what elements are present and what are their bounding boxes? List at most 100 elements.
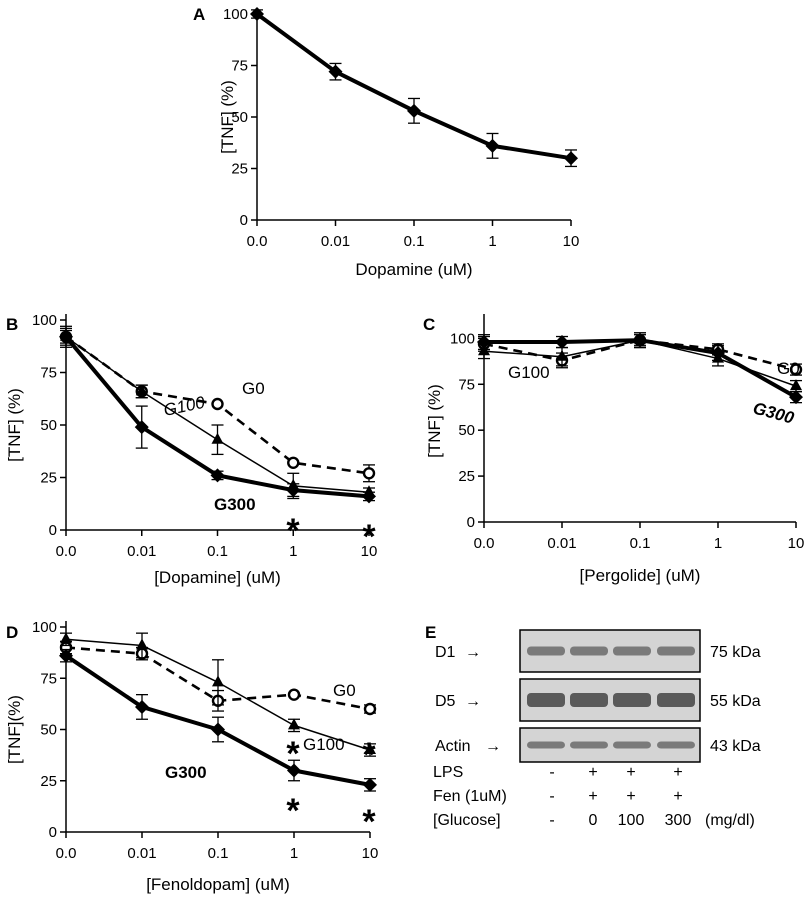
blot-row-actin: Actin → 43 kDa [435, 727, 761, 763]
blot-size-label: 43 kDa [710, 738, 761, 755]
data-point [134, 420, 149, 435]
significance-star: * [286, 792, 300, 830]
series-g300 [477, 333, 803, 405]
blot-band [527, 646, 565, 656]
panel-c: C 0 25 50 75 100 0.0 0.01 0.1 1 10 [Pergolide] (uM)… [423, 314, 804, 585]
panel-letter: A [193, 5, 205, 24]
blot-band [657, 646, 695, 656]
blot-band [570, 741, 608, 749]
x-tick-label: 0.01 [547, 535, 576, 552]
panel-letter: C [423, 315, 435, 334]
blot-protein-label: Actin [435, 738, 471, 755]
condition-value: + [673, 764, 682, 781]
panel-letter: D [6, 623, 18, 642]
series-label: G100 [508, 363, 550, 382]
x-tick-label: 10 [361, 543, 378, 560]
series-label: G0 [333, 681, 356, 700]
y-tick-label: 50 [231, 109, 248, 126]
arrow-icon: → [465, 644, 481, 661]
significance-star: * [362, 803, 376, 841]
y-tick-label: 100 [450, 330, 475, 347]
blot-band [657, 693, 695, 707]
blot-band [527, 693, 565, 707]
series-line [255, 12, 572, 161]
data-point [364, 743, 376, 754]
x-tick-label: 0.0 [56, 845, 77, 862]
data-point [211, 397, 224, 411]
data-point [287, 688, 301, 701]
blot-size-label: 75 kDa [710, 644, 761, 661]
x-axis-title: Dopamine (uM) [355, 260, 472, 279]
significance-star: * [286, 735, 300, 773]
data-point [288, 718, 300, 730]
data-point [60, 632, 72, 644]
arrow-icon: → [465, 693, 481, 710]
arrow-icon: → [485, 738, 501, 755]
x-axis-title: [Fenoldopam] (uM) [146, 875, 290, 894]
series-label: G300 [751, 399, 797, 428]
series-label: G300 [165, 763, 207, 782]
y-tick-label: 50 [40, 417, 57, 434]
data-point [250, 7, 264, 21]
x-axis-title: [Dopamine] (uM) [154, 568, 281, 587]
blot-row-d5: D5 → 55 kDa [435, 678, 761, 722]
series-g100 [60, 632, 376, 757]
blot-band [570, 693, 608, 707]
x-tick-label: 1 [488, 233, 496, 250]
blot-band [657, 741, 695, 749]
y-tick-label: 75 [458, 376, 475, 393]
blot-row-d1: D1 → 75 kDa [435, 629, 761, 673]
blot-band [570, 646, 608, 656]
y-tick-label: 0 [49, 824, 57, 841]
data-point [328, 64, 343, 79]
y-tick-label: 100 [223, 6, 248, 23]
condition-value: 0 [589, 812, 598, 829]
condition-value: + [588, 764, 597, 781]
significance-star: * [362, 736, 376, 774]
data-point [363, 777, 377, 792]
data-point [407, 103, 421, 118]
data-point [564, 151, 578, 166]
panel-d: D 0 25 50 75 100 0.0 0.01 0.1 1 10 [Fenoldopam] (uM… [5, 619, 378, 894]
y-tick-label: 25 [40, 470, 57, 487]
x-tick-label: 0.0 [247, 233, 268, 250]
blot-band [527, 741, 565, 749]
x-tick-label: 0.1 [630, 535, 651, 552]
condition-unit: (mg/dl) [705, 812, 755, 829]
data-point [477, 335, 491, 350]
x-tick-label: 0.1 [207, 543, 228, 560]
data-point [485, 138, 500, 153]
data-point [556, 349, 568, 361]
x-tick-label: 0.0 [474, 535, 495, 552]
panel-letter: E [425, 623, 436, 642]
panel-b: B 0 25 50 75 100 0.0 0.01 0.1 1 10 [Dopamine] (uM) [… [5, 312, 377, 587]
y-tick-label: 75 [40, 365, 57, 382]
x-tick-label: 0.0 [56, 543, 77, 560]
x-tick-label: 0.01 [127, 845, 156, 862]
y-tick-label: 50 [40, 722, 57, 739]
condition-value: + [673, 788, 682, 805]
condition-value: + [626, 788, 635, 805]
x-tick-label: 0.1 [208, 845, 229, 862]
series-g300 [59, 648, 377, 792]
data-point [555, 335, 569, 350]
blot-protein-label: D5 [435, 693, 456, 710]
y-tick-label: 25 [40, 773, 57, 790]
data-point [287, 456, 300, 469]
data-point [135, 699, 149, 714]
data-point [362, 489, 376, 504]
series-g300 [59, 327, 376, 504]
blot-band [613, 646, 651, 656]
condition-label: [Glucose] [433, 812, 501, 829]
condition-label: Fen (1uM) [433, 788, 507, 805]
blot-protein-label: D1 [435, 644, 456, 661]
y-tick-label: 50 [458, 422, 475, 439]
series-g0 [59, 329, 376, 483]
data-point [135, 384, 148, 396]
x-tick-label: 0.01 [321, 233, 350, 250]
significance-star: * [362, 518, 376, 556]
y-tick-label: 100 [32, 312, 57, 329]
data-point [789, 363, 803, 376]
